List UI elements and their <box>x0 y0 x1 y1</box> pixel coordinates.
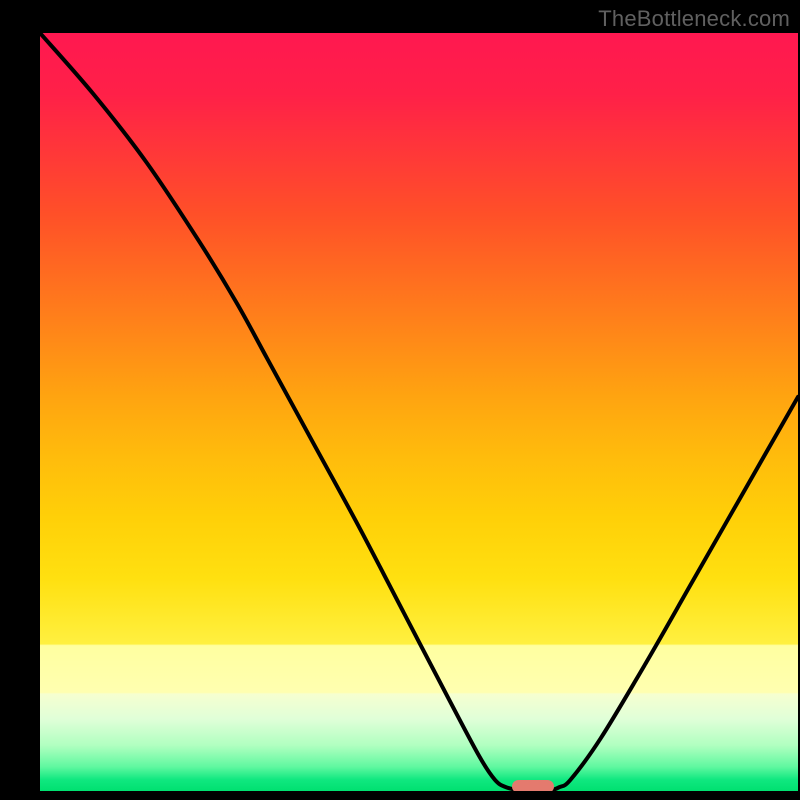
curve-svg <box>40 33 798 791</box>
watermark-text: TheBottleneck.com <box>598 6 790 32</box>
plot-area <box>40 33 798 791</box>
chart-frame: TheBottleneck.com <box>0 0 800 800</box>
optimal-marker <box>512 780 554 791</box>
bottleneck-curve <box>40 33 798 791</box>
